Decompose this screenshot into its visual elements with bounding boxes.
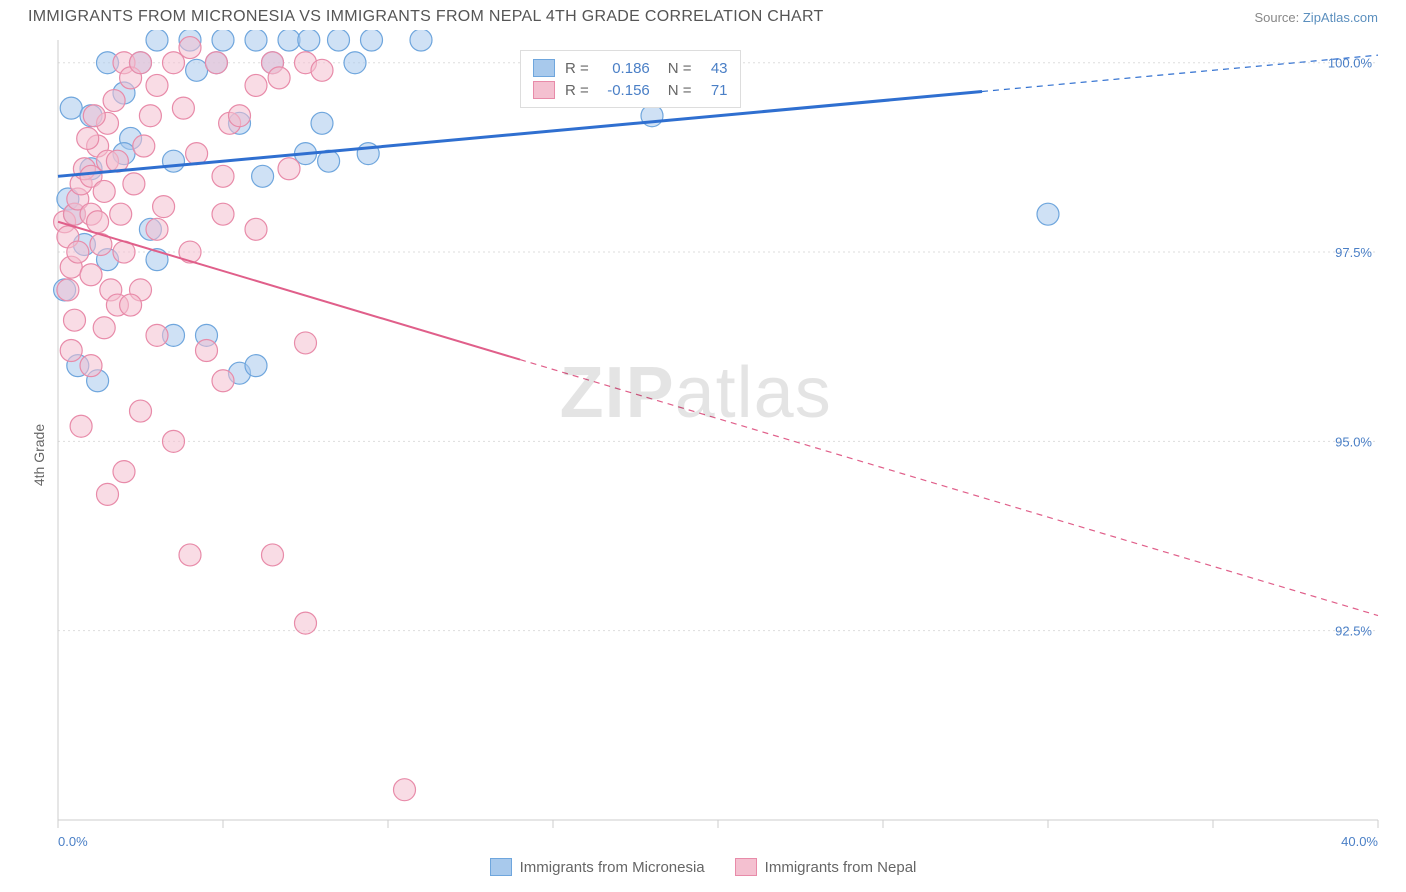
data-point <box>252 165 274 187</box>
legend-item: Immigrants from Micronesia <box>490 858 705 876</box>
data-point <box>146 218 168 240</box>
data-point <box>146 324 168 346</box>
data-point <box>57 279 79 301</box>
data-point <box>64 309 86 331</box>
legend-swatch <box>490 858 512 876</box>
x-tick-label: 40.0% <box>1341 834 1378 849</box>
data-point <box>123 173 145 195</box>
data-point <box>311 112 333 134</box>
legend-r-label: R = <box>565 82 589 99</box>
data-point <box>120 294 142 316</box>
data-point <box>295 332 317 354</box>
data-point <box>245 30 267 51</box>
data-point <box>179 37 201 59</box>
legend-r-label: R = <box>565 60 589 77</box>
data-point <box>410 30 432 51</box>
data-point <box>311 59 333 81</box>
legend-series-name: Immigrants from Micronesia <box>520 859 705 876</box>
data-point <box>205 52 227 74</box>
legend-item: Immigrants from Nepal <box>735 858 917 876</box>
series-legend: Immigrants from Micronesia Immigrants fro… <box>8 858 1398 876</box>
data-point <box>328 30 350 51</box>
data-point <box>179 544 201 566</box>
data-point <box>87 211 109 233</box>
legend-swatch <box>533 81 555 99</box>
legend-n-label: N = <box>668 82 692 99</box>
data-point <box>93 180 115 202</box>
data-point <box>212 165 234 187</box>
data-point <box>361 30 383 51</box>
legend-row: R = 0.186 N = 43 <box>533 57 728 79</box>
data-point <box>146 74 168 96</box>
data-point <box>93 317 115 339</box>
data-point <box>60 97 82 119</box>
data-point <box>80 264 102 286</box>
source-label: Source: ZipAtlas.com <box>1254 10 1378 25</box>
data-point <box>186 59 208 81</box>
chart-title: IMMIGRANTS FROM MICRONESIA VS IMMIGRANTS… <box>28 8 824 26</box>
legend-row: R = -0.156 N = 71 <box>533 79 728 101</box>
legend-n-value: 71 <box>698 82 728 99</box>
data-point <box>83 105 105 127</box>
data-point <box>212 203 234 225</box>
data-point <box>139 105 161 127</box>
data-point <box>1037 203 1059 225</box>
data-point <box>245 355 267 377</box>
y-tick-label: 100.0% <box>1328 56 1373 71</box>
scatter-chart: 92.5% 95.0% 97.5% 100.0% 0.0% 40.0% <box>8 30 1398 870</box>
data-point <box>278 30 300 51</box>
data-point <box>186 143 208 165</box>
legend-series-name: Immigrants from Nepal <box>765 859 917 876</box>
y-axis-label: 4th Grade <box>31 424 47 486</box>
data-point <box>133 135 155 157</box>
correlation-legend: R = 0.186 N = 43 R = -0.156 N = 71 <box>520 50 741 108</box>
data-point <box>212 30 234 51</box>
data-point <box>110 203 132 225</box>
data-point <box>245 218 267 240</box>
data-point <box>262 544 284 566</box>
data-point <box>80 355 102 377</box>
data-point <box>268 67 290 89</box>
data-point <box>163 150 185 172</box>
y-tick-label: 95.0% <box>1335 434 1372 449</box>
data-point <box>229 105 251 127</box>
data-point <box>394 779 416 801</box>
data-point <box>245 74 267 96</box>
data-point <box>113 461 135 483</box>
y-tick-label: 92.5% <box>1335 624 1372 639</box>
x-tick-label: 0.0% <box>58 834 88 849</box>
chart-header: IMMIGRANTS FROM MICRONESIA VS IMMIGRANTS… <box>8 8 1398 30</box>
chart-container: 4th Grade 92.5% 95.0% 97.5% 100.0% 0.0% 40.0%… <box>8 30 1398 880</box>
data-point <box>153 196 175 218</box>
data-point <box>298 30 320 51</box>
data-point <box>130 52 152 74</box>
legend-r-value: 0.186 <box>595 60 650 77</box>
data-point <box>97 483 119 505</box>
data-point <box>70 415 92 437</box>
data-point <box>344 52 366 74</box>
legend-n-value: 43 <box>698 60 728 77</box>
data-point <box>67 241 89 263</box>
data-point <box>77 127 99 149</box>
data-point <box>278 158 300 180</box>
data-point <box>212 370 234 392</box>
data-point <box>60 339 82 361</box>
data-point <box>130 400 152 422</box>
legend-swatch <box>533 59 555 77</box>
data-point <box>146 30 168 51</box>
y-tick-label: 97.5% <box>1335 245 1372 260</box>
data-point <box>103 90 125 112</box>
data-point <box>163 430 185 452</box>
data-point <box>172 97 194 119</box>
legend-r-value: -0.156 <box>595 82 650 99</box>
legend-n-label: N = <box>668 60 692 77</box>
source-link[interactable]: ZipAtlas.com <box>1303 10 1378 25</box>
data-point <box>295 612 317 634</box>
legend-swatch <box>735 858 757 876</box>
data-point <box>196 339 218 361</box>
